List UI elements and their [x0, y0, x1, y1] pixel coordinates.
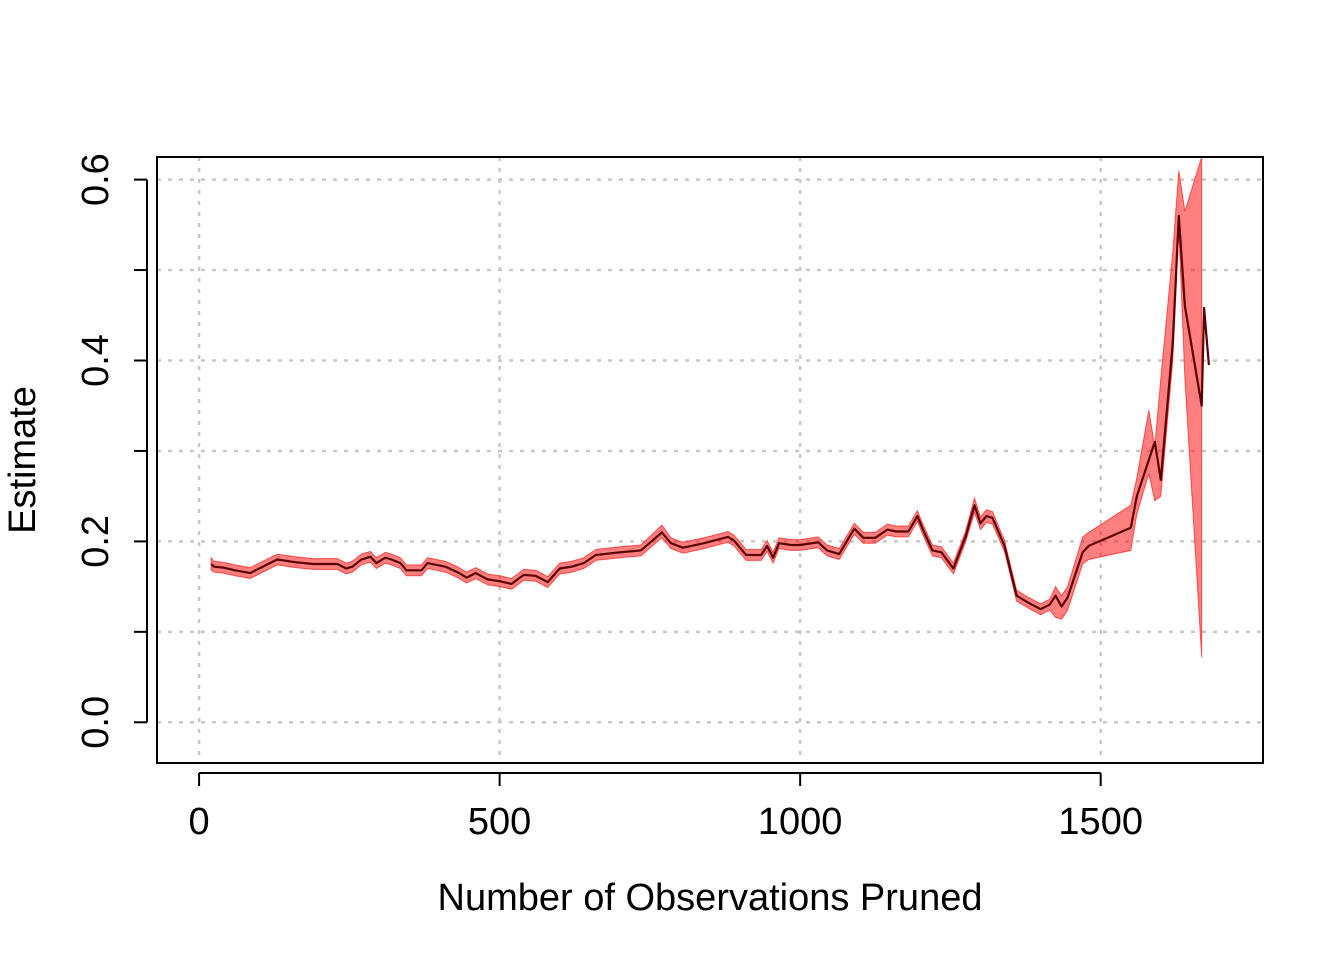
confidence-band-area — [210, 156, 1203, 658]
x-tick-label-0: 0 — [189, 801, 210, 843]
x-tick-label-1: 500 — [468, 801, 531, 843]
grid-lines — [157, 157, 1263, 763]
estimate-series-line — [210, 214, 1210, 611]
y-tick-label-4: 0.4 — [75, 334, 117, 387]
plot-frame — [156, 156, 1264, 764]
y-axis-title: Estimate — [2, 386, 44, 534]
y-tick-label-2: 0.2 — [75, 515, 117, 568]
estimate-line — [210, 214, 1210, 611]
x-tick-label-2: 1000 — [758, 801, 843, 843]
x-tick-label-3: 1500 — [1058, 801, 1143, 843]
x-axis: 0 500 1000 1500 — [189, 772, 1143, 843]
y-tick-label-6: 0.6 — [75, 153, 117, 206]
confidence-band — [210, 156, 1203, 658]
y-tick-label-0: 0.0 — [75, 696, 117, 749]
y-axis: 0.0 0.2 0.4 0.6 — [75, 153, 148, 749]
x-axis-title: Number of Observations Pruned — [438, 877, 983, 919]
